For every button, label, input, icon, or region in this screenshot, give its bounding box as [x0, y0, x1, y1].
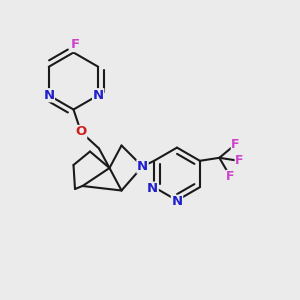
- Text: N: N: [147, 182, 158, 195]
- Text: F: F: [231, 138, 240, 152]
- Text: N: N: [43, 89, 54, 102]
- Text: F: F: [70, 38, 80, 52]
- Text: F: F: [226, 170, 234, 184]
- Text: N: N: [93, 89, 104, 102]
- Text: N: N: [171, 195, 183, 208]
- Text: O: O: [75, 125, 87, 139]
- Text: N: N: [137, 160, 148, 173]
- Text: F: F: [235, 154, 244, 167]
